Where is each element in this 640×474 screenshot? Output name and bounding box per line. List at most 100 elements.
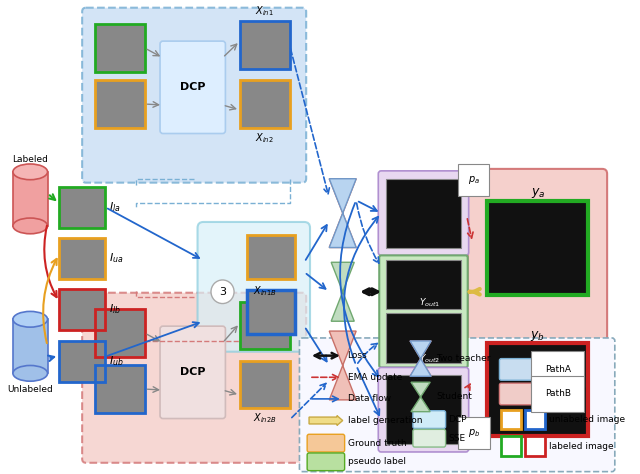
Polygon shape <box>410 341 431 376</box>
Bar <box>246 290 294 334</box>
Text: $X_{in2}$: $X_{in2}$ <box>255 132 275 146</box>
FancyBboxPatch shape <box>380 255 468 367</box>
Text: EMA update: EMA update <box>348 373 402 382</box>
Polygon shape <box>329 179 356 247</box>
Bar <box>487 201 588 295</box>
FancyBboxPatch shape <box>300 338 615 472</box>
FancyBboxPatch shape <box>160 41 225 134</box>
Bar <box>59 289 105 330</box>
Bar <box>240 361 290 408</box>
Bar <box>95 310 145 356</box>
Text: PathB: PathB <box>545 390 571 399</box>
Bar <box>240 301 290 349</box>
Bar <box>240 21 290 69</box>
Bar <box>95 365 145 413</box>
Bar <box>59 289 105 330</box>
FancyBboxPatch shape <box>413 410 445 428</box>
Bar <box>501 410 520 429</box>
Text: SSE: SSE <box>449 434 466 443</box>
FancyBboxPatch shape <box>468 169 607 454</box>
Bar <box>501 436 520 456</box>
Text: Unlabeled: Unlabeled <box>7 385 53 394</box>
Ellipse shape <box>13 218 47 234</box>
Polygon shape <box>329 331 356 400</box>
Bar <box>95 365 145 413</box>
FancyBboxPatch shape <box>499 359 541 380</box>
Text: pseudo label: pseudo label <box>348 457 406 466</box>
Bar <box>246 290 294 334</box>
Polygon shape <box>411 382 430 412</box>
FancyBboxPatch shape <box>160 326 225 419</box>
Bar <box>95 24 145 72</box>
Text: $X_{in2B}$: $X_{in2B}$ <box>253 412 276 426</box>
Polygon shape <box>410 341 431 376</box>
Text: Data flow: Data flow <box>348 394 390 403</box>
Bar <box>13 319 47 374</box>
Ellipse shape <box>13 164 47 180</box>
Bar <box>246 235 294 279</box>
Text: 3: 3 <box>219 287 226 297</box>
Bar <box>386 260 461 310</box>
Bar <box>59 237 105 279</box>
Text: $I_{ub}$: $I_{ub}$ <box>109 355 124 368</box>
Text: Student: Student <box>436 392 472 401</box>
Bar <box>240 81 290 128</box>
Text: $I_{lb}$: $I_{lb}$ <box>109 302 121 316</box>
FancyBboxPatch shape <box>413 429 445 447</box>
Ellipse shape <box>13 311 47 327</box>
Text: $p_a$: $p_a$ <box>468 174 479 186</box>
FancyBboxPatch shape <box>82 293 306 463</box>
Polygon shape <box>329 179 356 247</box>
Text: $X_{in1B}$: $X_{in1B}$ <box>253 284 276 298</box>
Bar <box>95 24 145 72</box>
FancyBboxPatch shape <box>499 383 541 405</box>
Bar <box>525 410 545 429</box>
Text: unlabeled image: unlabeled image <box>549 415 625 424</box>
Bar <box>240 81 290 128</box>
FancyBboxPatch shape <box>307 453 344 471</box>
Bar <box>386 375 461 444</box>
Bar <box>95 81 145 128</box>
Text: Two teacher: Two teacher <box>436 354 490 363</box>
Text: $y_a$: $y_a$ <box>531 186 545 200</box>
Bar <box>59 187 105 228</box>
Text: DCP: DCP <box>180 367 205 377</box>
Text: $I_{ua}$: $I_{ua}$ <box>109 251 124 265</box>
Polygon shape <box>331 262 355 321</box>
Bar <box>240 21 290 69</box>
Text: $X_{in1}$: $X_{in1}$ <box>255 4 275 18</box>
Text: $I_{la}$: $I_{la}$ <box>109 201 121 214</box>
Ellipse shape <box>13 365 47 381</box>
Bar <box>59 341 105 382</box>
Text: labeled image: labeled image <box>549 442 614 451</box>
Bar <box>59 187 105 228</box>
Text: $y_b$: $y_b$ <box>531 329 545 343</box>
Bar <box>95 81 145 128</box>
Bar <box>246 235 294 279</box>
Text: DCP: DCP <box>180 82 205 92</box>
Text: DCP: DCP <box>449 415 467 424</box>
Bar <box>525 436 545 456</box>
Text: PathA: PathA <box>545 365 571 374</box>
Bar <box>59 237 105 279</box>
Bar <box>386 313 461 363</box>
FancyBboxPatch shape <box>378 367 468 452</box>
Bar <box>240 301 290 349</box>
Text: $Y_{out2}$: $Y_{out2}$ <box>419 353 440 365</box>
FancyArrow shape <box>309 416 342 426</box>
Bar <box>386 179 461 247</box>
Bar <box>240 361 290 408</box>
Text: label generation: label generation <box>348 416 422 425</box>
Circle shape <box>211 280 234 303</box>
Bar <box>13 172 47 226</box>
Bar <box>246 290 294 334</box>
Text: Ground truth: Ground truth <box>348 438 406 447</box>
Text: $p_b$: $p_b$ <box>468 427 480 439</box>
FancyBboxPatch shape <box>82 8 306 182</box>
FancyBboxPatch shape <box>378 171 468 255</box>
Bar <box>59 341 105 382</box>
FancyBboxPatch shape <box>307 434 344 452</box>
Bar <box>95 310 145 356</box>
Text: Loss: Loss <box>348 351 367 360</box>
Text: $Y_{out1}$: $Y_{out1}$ <box>419 297 440 310</box>
